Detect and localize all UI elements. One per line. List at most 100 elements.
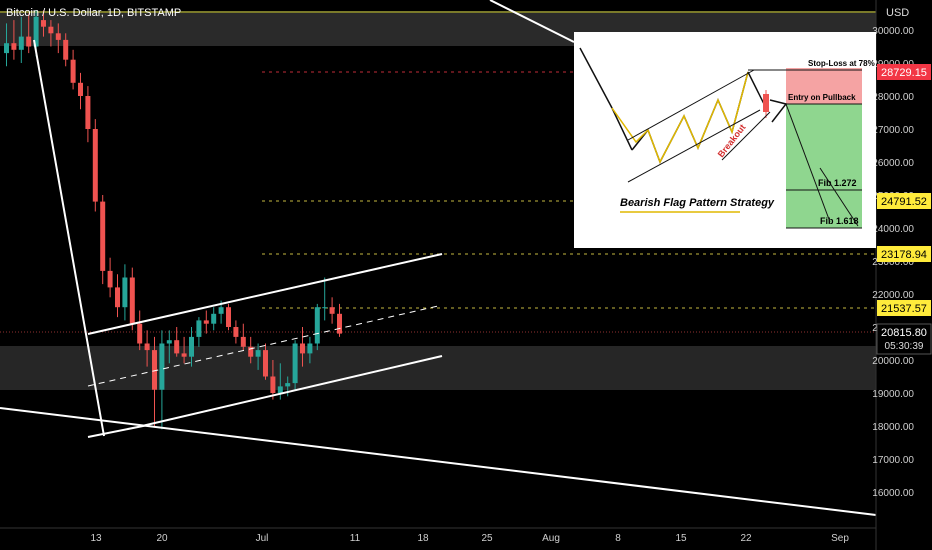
- target-arrow: [785, 103, 831, 223]
- lower-support-zone: [0, 346, 876, 390]
- candle: [329, 297, 335, 324]
- date-tick-label: 8: [615, 533, 621, 544]
- candle: [226, 303, 231, 331]
- price-tick-label: 16000.00: [872, 488, 914, 499]
- inset-channel-bottom: [627, 109, 761, 183]
- candle: [337, 303, 342, 337]
- candle-body: [159, 343, 165, 390]
- candle: [159, 330, 165, 430]
- candle-body: [129, 277, 135, 324]
- candle: [211, 307, 217, 331]
- candle-body: [4, 43, 9, 54]
- candle: [248, 336, 254, 364]
- price-label-level-3-text: 23178.94: [881, 249, 927, 261]
- candle-body: [174, 340, 180, 354]
- candle: [48, 20, 54, 47]
- date-tick-label: 25: [481, 533, 493, 544]
- candle-body: [41, 20, 46, 27]
- price-axis-background: [876, 0, 932, 550]
- candle-body: [285, 383, 291, 387]
- stop-loss-label: Stop-Loss at 78%: [808, 59, 875, 68]
- price-label-countdown: 05:30:39: [885, 341, 924, 352]
- candle-body: [115, 287, 120, 308]
- candle-body: [137, 323, 143, 344]
- date-tick-label: 11: [350, 533, 361, 544]
- candle: [152, 336, 157, 426]
- candle-body: [152, 350, 157, 390]
- candle-body: [277, 386, 283, 393]
- candle-body: [55, 33, 61, 40]
- date-tick-label: 20: [156, 533, 168, 544]
- candle: [314, 303, 320, 351]
- stop-loss-zone: [786, 68, 862, 104]
- price-label-fib: 24791.52: [877, 193, 931, 209]
- candlestick-series: [4, 10, 342, 430]
- candle: [92, 119, 98, 212]
- price-tick-label: 23000.00: [872, 257, 914, 268]
- time-axis-ticks: 13 20 Jul 11 18 25 Aug 8 15 22 Sep: [90, 533, 849, 544]
- date-tick-label: 15: [675, 533, 687, 544]
- candle-body: [11, 43, 17, 50]
- price-label-last-text: 20815.80: [881, 327, 927, 339]
- price-tick-label: 28000.00: [872, 92, 914, 103]
- candle-body: [300, 343, 305, 354]
- drop-trendline: [33, 39, 105, 437]
- candle: [255, 343, 261, 370]
- price-tick-label: 27000.00: [872, 125, 914, 136]
- candle-body: [322, 307, 328, 309]
- candle: [233, 320, 239, 344]
- price-tick-label: 26000.00: [872, 158, 914, 169]
- candle-body: [78, 82, 83, 96]
- candle: [292, 340, 298, 390]
- price-label-level-3: 23178.94: [877, 246, 931, 262]
- candle-body: [329, 307, 335, 314]
- price-tick-label: 17000.00: [872, 455, 914, 466]
- candle-body: [166, 340, 172, 344]
- fib1-label: Fib 1.272: [818, 178, 857, 188]
- date-tick-label: 22: [740, 533, 752, 544]
- flag-upper-channel: [87, 253, 443, 335]
- date-tick-label: Sep: [831, 533, 849, 544]
- candle: [189, 327, 194, 367]
- price-axis-ticks: 30000.0029000.0028000.0027000.0026000.00…: [872, 26, 914, 499]
- candle-body: [218, 307, 224, 314]
- candle: [78, 72, 83, 110]
- candle: [18, 16, 24, 63]
- inset-caption: Bearish Flag Pattern Strategy: [620, 197, 775, 209]
- candle: [166, 330, 172, 364]
- date-tick-label: 18: [417, 533, 429, 544]
- candle-body: [63, 39, 69, 60]
- candle: [107, 257, 113, 298]
- candle: [100, 195, 106, 285]
- candle: [129, 267, 135, 331]
- candle-body: [100, 201, 106, 271]
- price-tick-label: 22000.00: [872, 290, 914, 301]
- candle-body: [189, 336, 194, 357]
- candle: [122, 264, 128, 321]
- candle: [307, 336, 313, 364]
- candle-body: [181, 353, 187, 357]
- candle-body: [240, 336, 246, 347]
- candle-body: [203, 320, 209, 324]
- candle: [322, 277, 328, 321]
- price-label-level-4: 21537.57: [877, 300, 931, 316]
- price-axis-currency: USD: [886, 7, 909, 19]
- candle: [85, 86, 91, 143]
- candle: [41, 10, 46, 37]
- price-label-stop-text: 28729.15: [881, 67, 927, 79]
- candle-body: [144, 343, 150, 351]
- candle: [63, 33, 69, 67]
- candle-body: [248, 346, 254, 357]
- candle-body: [18, 36, 24, 50]
- chart-title: Bitcoin / U.S. Dollar, 1D, BITSTAMP: [6, 7, 181, 19]
- candle-body: [307, 343, 313, 354]
- candle-body: [337, 313, 342, 334]
- candle-body: [226, 307, 231, 327]
- candle-body: [233, 327, 239, 337]
- candle: [26, 13, 32, 54]
- candle-body: [33, 16, 39, 47]
- date-tick-label: Aug: [542, 533, 560, 544]
- candle-body: [314, 307, 320, 344]
- candle: [203, 310, 209, 334]
